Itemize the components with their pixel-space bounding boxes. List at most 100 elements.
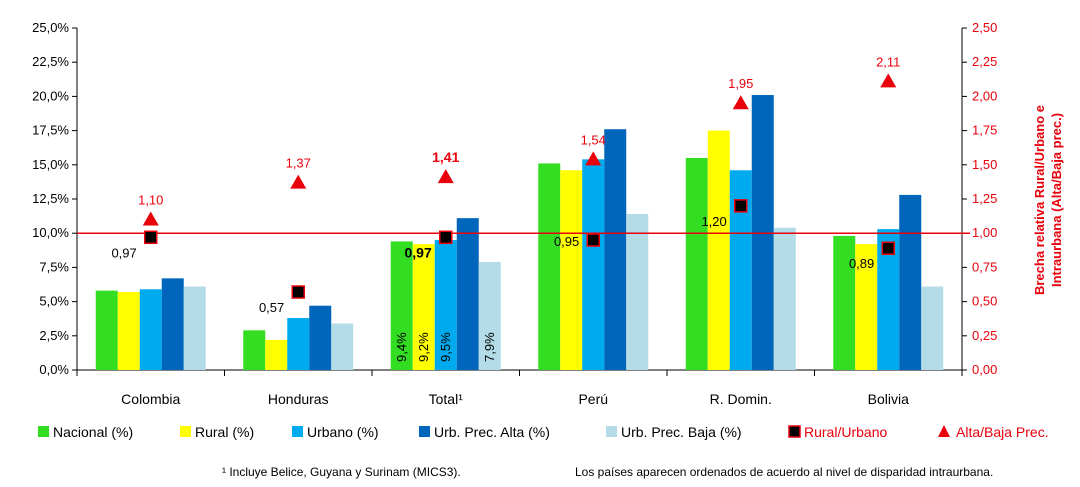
bar [685, 157, 708, 370]
x-category-label: R. Domin. [710, 391, 772, 407]
bar [139, 289, 162, 370]
y-tick-label: 22,5% [32, 54, 69, 69]
bar [243, 330, 266, 370]
y-tick-label: 25,0% [32, 20, 69, 35]
rural-urbano-label: 0,57 [259, 300, 284, 315]
rural-urbano-marker [144, 230, 158, 245]
bar [833, 235, 856, 370]
bar [390, 241, 413, 370]
alta-baja-marker [880, 73, 897, 88]
alta-baja-label: 1,54 [581, 132, 606, 147]
bar [921, 286, 944, 370]
bar [604, 129, 627, 370]
bar [773, 227, 796, 370]
y2-tick-label: 2,00 [972, 88, 997, 103]
x-category-label: Perú [578, 391, 608, 407]
legend-label: Alta/Baja Prec. [956, 424, 1049, 440]
y-tick-label: 10,0% [32, 225, 69, 240]
rural-urbano-marker [439, 230, 453, 245]
legend-label: Urb. Prec. Baja (%) [621, 424, 742, 440]
alta-baja-label: 1,10 [138, 193, 163, 208]
bar [265, 339, 288, 370]
alta-baja-label: 1,41 [432, 149, 459, 165]
y2-tick-label: 1,25 [972, 191, 997, 206]
legend-label: Rural (%) [195, 424, 254, 440]
bar [456, 218, 479, 370]
legend-swatch [180, 426, 191, 437]
alta-baja-marker [732, 95, 749, 110]
bar-value-label: 9,2% [416, 332, 431, 362]
y2-tick-label: 1,50 [972, 157, 997, 172]
legend-swatch [38, 426, 49, 437]
alta-baja-marker [290, 174, 307, 189]
legend-swatch [938, 425, 950, 437]
y-tick-label: 15,0% [32, 157, 69, 172]
y2-axis-title-line: Brecha relativa Rural/Urbano e [1032, 105, 1047, 295]
alta-baja-label: 2,11 [876, 54, 900, 69]
y-tick-label: 5,0% [39, 294, 69, 309]
legend-swatch [606, 426, 617, 437]
rural-urbano-marker [291, 285, 305, 299]
bar [538, 163, 561, 370]
x-category-label: Honduras [268, 391, 329, 407]
bar [331, 323, 354, 370]
bar [582, 159, 605, 370]
bar [707, 130, 730, 370]
rural-urbano-label: 0,95 [554, 234, 579, 249]
rural-urbano-label: 0,89 [849, 256, 874, 271]
y2-tick-label: 0,00 [972, 362, 997, 377]
y2-tick-label: 1,00 [972, 225, 997, 240]
legend-swatch [788, 425, 801, 438]
legend-swatch [419, 426, 430, 437]
bar [117, 292, 140, 370]
rural-urbano-marker [586, 233, 600, 247]
alta-baja-label: 1,37 [286, 156, 311, 171]
y2-tick-label: 0,75 [972, 259, 997, 274]
y-tick-label: 20,0% [32, 88, 69, 103]
bar [560, 170, 583, 370]
y-tick-label: 2,5% [39, 328, 69, 343]
bar [626, 214, 649, 370]
x-category-label: Colombia [121, 391, 180, 407]
bar-value-label: 9,4% [394, 332, 409, 362]
rural-urbano-label: 0,97 [405, 244, 432, 260]
chart-legend: Nacional (%) Rural (%) Urbano (%) Urb. Prec… [38, 424, 1049, 440]
bar [855, 244, 878, 370]
rural-urbano-label: 0,97 [111, 245, 136, 260]
rural-urbano-marker [734, 199, 748, 213]
y-tick-label: 17,5% [32, 123, 69, 138]
bar [877, 229, 900, 370]
bar [478, 261, 501, 370]
rural-urbano-label: 1,20 [701, 214, 726, 229]
bar-value-label: 9,5% [438, 332, 453, 362]
y2-axis-title-line: Intraurbana (Alta/Baja prec.) [1049, 113, 1064, 287]
rural-urbano-marker [881, 241, 895, 255]
y2-axis-title: Brecha relativa Rural/Urbano e Intraurban… [1032, 105, 1064, 295]
y2-tick-label: 1,75 [972, 123, 997, 138]
y2-tick-label: 0,25 [972, 328, 997, 343]
bar [729, 170, 752, 370]
bar [161, 278, 184, 370]
bar-value-label: 7,9% [482, 332, 497, 362]
alta-baja-label: 1,95 [728, 76, 753, 91]
legend-swatch [292, 426, 303, 437]
legend-label: Nacional (%) [53, 424, 133, 440]
y2-tick-label: 2,50 [972, 20, 997, 35]
bar [95, 290, 118, 370]
alta-baja-marker [585, 151, 602, 166]
y2-tick-label: 2,25 [972, 54, 997, 69]
legend-label: Rural/Urbano [804, 424, 887, 440]
chart-bars: 9,4% 9,2% 9,5% 7,9% [95, 95, 944, 371]
y-tick-label: 0,0% [39, 362, 69, 377]
alta-baja-marker [437, 169, 454, 184]
footnote-right: Los países aparecen ordenados de acuerdo… [575, 465, 993, 479]
y2-tick-label: 0,50 [972, 294, 997, 309]
footnote-left: ¹ Incluye Belice, Guyana y Surinam (MICS… [222, 465, 461, 479]
bar [899, 194, 922, 370]
x-category-label: Total¹ [429, 391, 464, 407]
alta-baja-marker [142, 211, 159, 226]
legend-label: Urb. Prec. Alta (%) [434, 424, 550, 440]
y-tick-label: 12,5% [32, 191, 69, 206]
bar [287, 318, 310, 370]
